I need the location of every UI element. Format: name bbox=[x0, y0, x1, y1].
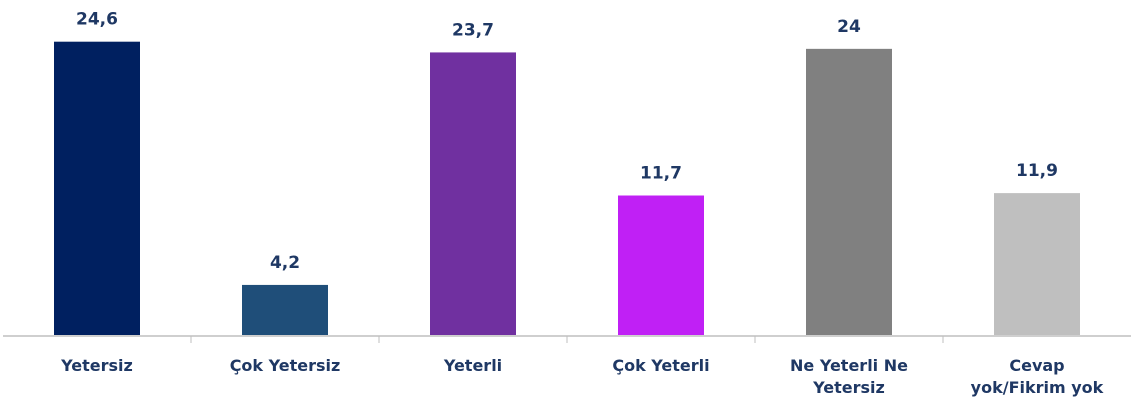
bar bbox=[806, 48, 892, 335]
bar bbox=[54, 41, 140, 335]
value-label: 11,7 bbox=[640, 164, 682, 184]
x-tick-label: Yeterli bbox=[443, 356, 503, 375]
bar bbox=[618, 195, 704, 335]
value-label: 4,2 bbox=[270, 253, 300, 273]
value-label: 23,7 bbox=[452, 20, 494, 40]
x-tick-label: Ne Yeterli Ne Yetersiz bbox=[790, 356, 908, 397]
x-tick-label: Çok Yeterli bbox=[612, 356, 710, 375]
x-tick-label: Yetersiz bbox=[61, 356, 133, 375]
bar bbox=[430, 52, 516, 336]
x-tick-label: Cevap yok/Fikrim yok bbox=[970, 356, 1104, 397]
value-label: 24 bbox=[837, 17, 861, 37]
value-label: 24,6 bbox=[76, 10, 118, 30]
value-label: 11,9 bbox=[1016, 161, 1058, 181]
bar bbox=[242, 284, 328, 335]
x-tick-label: Çok Yetersiz bbox=[229, 356, 341, 375]
bar bbox=[994, 193, 1080, 335]
